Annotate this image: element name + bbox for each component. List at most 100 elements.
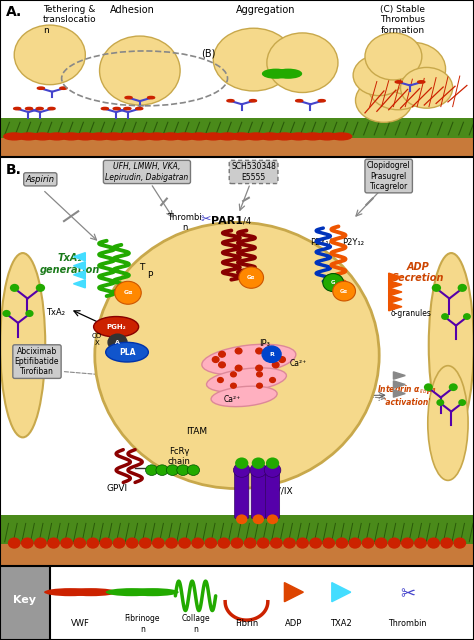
Circle shape xyxy=(449,383,458,391)
Circle shape xyxy=(349,538,361,548)
Circle shape xyxy=(132,133,153,140)
Circle shape xyxy=(463,313,471,320)
Circle shape xyxy=(284,538,295,548)
Bar xyxy=(0,566,50,640)
Text: Tethering &
translocatio
n: Tethering & translocatio n xyxy=(43,4,96,35)
Text: IP₃: IP₃ xyxy=(259,339,270,348)
Circle shape xyxy=(177,465,189,476)
Circle shape xyxy=(127,538,138,548)
Circle shape xyxy=(166,465,179,476)
Circle shape xyxy=(260,133,281,140)
Circle shape xyxy=(203,133,224,140)
Circle shape xyxy=(48,538,59,548)
Circle shape xyxy=(245,538,256,548)
Circle shape xyxy=(75,133,96,140)
Text: T: T xyxy=(139,263,145,272)
Circle shape xyxy=(32,133,53,140)
Text: Key: Key xyxy=(13,595,36,605)
Circle shape xyxy=(115,282,141,304)
Text: P2Y₁/: P2Y₁/ xyxy=(310,237,332,246)
Circle shape xyxy=(428,538,439,548)
Circle shape xyxy=(302,133,323,140)
Circle shape xyxy=(362,538,374,548)
Text: Fibrin: Fibrin xyxy=(235,620,258,628)
Text: Collage
n: Collage n xyxy=(182,614,210,634)
Text: Abciximab
Eptifibatide
Tirofiban: Abciximab Eptifibatide Tirofiban xyxy=(15,347,59,376)
Text: CO
X: CO X xyxy=(92,333,102,346)
Circle shape xyxy=(219,351,225,357)
Circle shape xyxy=(270,378,275,383)
Ellipse shape xyxy=(401,67,453,108)
Polygon shape xyxy=(73,280,85,288)
Circle shape xyxy=(231,538,243,548)
Ellipse shape xyxy=(211,386,277,406)
Circle shape xyxy=(275,69,301,78)
Circle shape xyxy=(273,362,279,368)
Text: B.: B. xyxy=(6,163,21,177)
Circle shape xyxy=(189,133,210,140)
Circle shape xyxy=(279,356,285,362)
Circle shape xyxy=(267,515,278,524)
Ellipse shape xyxy=(379,42,446,95)
Ellipse shape xyxy=(93,317,138,337)
Circle shape xyxy=(205,538,217,548)
Circle shape xyxy=(26,108,33,110)
Circle shape xyxy=(36,284,45,292)
Circle shape xyxy=(257,383,262,388)
Circle shape xyxy=(160,133,181,140)
Circle shape xyxy=(441,538,452,548)
Circle shape xyxy=(231,372,236,377)
Text: P2Y₁₂: P2Y₁₂ xyxy=(342,238,364,247)
Circle shape xyxy=(35,538,46,548)
Bar xyxy=(0,515,474,544)
Polygon shape xyxy=(393,390,405,397)
Circle shape xyxy=(389,538,400,548)
Circle shape xyxy=(437,399,444,406)
Text: GPVI: GPVI xyxy=(107,484,128,493)
Circle shape xyxy=(127,588,179,596)
Ellipse shape xyxy=(95,222,379,488)
Circle shape xyxy=(252,458,265,469)
Polygon shape xyxy=(389,273,402,282)
Circle shape xyxy=(156,465,168,476)
Circle shape xyxy=(297,538,308,548)
Circle shape xyxy=(273,351,279,357)
Circle shape xyxy=(60,87,67,90)
Circle shape xyxy=(310,538,321,548)
Text: (B): (B) xyxy=(201,48,216,58)
Ellipse shape xyxy=(365,33,422,80)
Circle shape xyxy=(441,313,449,320)
Text: TXA2: TXA2 xyxy=(330,620,352,628)
Circle shape xyxy=(36,108,43,110)
Ellipse shape xyxy=(202,344,296,375)
Text: Gα: Gα xyxy=(123,291,133,295)
Text: P: P xyxy=(147,271,153,280)
Circle shape xyxy=(375,538,387,548)
Circle shape xyxy=(101,108,109,110)
Circle shape xyxy=(89,133,110,140)
Circle shape xyxy=(274,133,295,140)
Circle shape xyxy=(256,348,263,354)
Circle shape xyxy=(146,465,158,476)
Bar xyxy=(0,118,474,138)
Circle shape xyxy=(113,538,125,548)
Circle shape xyxy=(22,538,33,548)
FancyBboxPatch shape xyxy=(235,471,249,518)
Ellipse shape xyxy=(356,78,412,122)
Text: Thrombi
n: Thrombi n xyxy=(167,212,202,232)
Ellipse shape xyxy=(264,463,281,477)
Ellipse shape xyxy=(428,365,468,481)
Text: FcRγ
chain: FcRγ chain xyxy=(168,447,191,467)
Text: UFH, LMWH, VKA,
Lepirudin, Dabigatran: UFH, LMWH, VKA, Lepirudin, Dabigatran xyxy=(105,163,189,182)
Polygon shape xyxy=(393,372,405,380)
Circle shape xyxy=(25,310,34,317)
Text: GPIb/V/IX: GPIb/V/IX xyxy=(252,486,293,495)
Circle shape xyxy=(217,133,238,140)
Text: (C) Stable
Thrombus
formation: (C) Stable Thrombus formation xyxy=(381,4,425,35)
Text: A: A xyxy=(115,340,120,345)
Polygon shape xyxy=(389,303,402,311)
Text: Thrombin: Thrombin xyxy=(389,620,427,628)
Circle shape xyxy=(336,538,347,548)
Text: ADP
Secretion: ADP Secretion xyxy=(392,262,444,283)
Bar xyxy=(0,522,474,566)
